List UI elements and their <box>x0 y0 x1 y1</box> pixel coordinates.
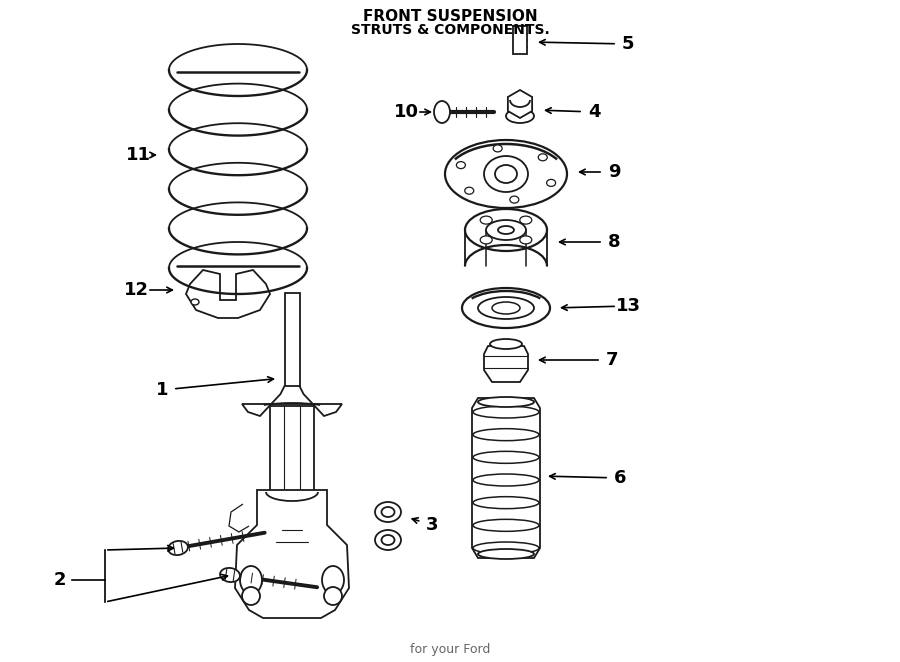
Ellipse shape <box>538 154 547 161</box>
Ellipse shape <box>495 165 517 183</box>
Ellipse shape <box>498 226 514 234</box>
Ellipse shape <box>242 587 260 605</box>
Ellipse shape <box>473 451 539 463</box>
Ellipse shape <box>191 299 199 305</box>
Text: 8: 8 <box>608 233 620 251</box>
Ellipse shape <box>506 109 534 123</box>
Text: 5: 5 <box>622 35 634 53</box>
Ellipse shape <box>478 297 534 319</box>
Ellipse shape <box>220 568 240 582</box>
Ellipse shape <box>240 566 262 594</box>
Ellipse shape <box>509 196 518 203</box>
Ellipse shape <box>520 236 532 244</box>
Text: 12: 12 <box>123 281 148 299</box>
Ellipse shape <box>520 216 532 224</box>
Ellipse shape <box>375 502 401 522</box>
Polygon shape <box>472 398 540 558</box>
Ellipse shape <box>445 140 567 208</box>
Ellipse shape <box>481 236 492 244</box>
Ellipse shape <box>546 179 555 187</box>
Ellipse shape <box>484 156 528 192</box>
Text: 2: 2 <box>54 571 67 589</box>
Ellipse shape <box>168 541 188 555</box>
Text: FRONT SUSPENSION: FRONT SUSPENSION <box>363 9 537 23</box>
Text: 3: 3 <box>426 516 438 534</box>
Ellipse shape <box>481 216 492 224</box>
Ellipse shape <box>462 288 550 328</box>
Ellipse shape <box>465 209 547 251</box>
Text: 11: 11 <box>125 146 150 164</box>
Ellipse shape <box>490 339 522 349</box>
Text: 4: 4 <box>588 103 600 121</box>
Ellipse shape <box>473 474 539 486</box>
Polygon shape <box>270 406 314 510</box>
Text: 9: 9 <box>608 163 620 181</box>
Ellipse shape <box>473 542 539 554</box>
Polygon shape <box>235 490 349 618</box>
Polygon shape <box>484 346 528 382</box>
Ellipse shape <box>493 145 502 152</box>
Ellipse shape <box>473 406 539 418</box>
Ellipse shape <box>375 530 401 550</box>
Ellipse shape <box>492 302 520 314</box>
Ellipse shape <box>324 587 342 605</box>
Text: 6: 6 <box>614 469 626 487</box>
Ellipse shape <box>473 496 539 508</box>
Ellipse shape <box>382 535 394 545</box>
Ellipse shape <box>478 549 534 559</box>
Ellipse shape <box>322 566 344 594</box>
Text: 1: 1 <box>156 381 168 399</box>
Polygon shape <box>508 90 532 118</box>
Text: 13: 13 <box>616 297 641 315</box>
Ellipse shape <box>434 101 450 123</box>
Polygon shape <box>229 504 249 532</box>
Ellipse shape <box>478 397 534 407</box>
Ellipse shape <box>456 162 465 169</box>
Text: for your Ford: for your Ford <box>410 643 490 657</box>
Ellipse shape <box>464 187 473 194</box>
Polygon shape <box>513 26 527 54</box>
Ellipse shape <box>382 507 394 517</box>
Ellipse shape <box>486 220 526 240</box>
Polygon shape <box>242 386 342 416</box>
Text: 10: 10 <box>393 103 419 121</box>
Polygon shape <box>284 293 300 388</box>
Polygon shape <box>186 270 270 318</box>
Ellipse shape <box>473 429 539 441</box>
Text: 7: 7 <box>606 351 618 369</box>
Text: STRUTS & COMPONENTS.: STRUTS & COMPONENTS. <box>351 23 549 37</box>
Ellipse shape <box>473 519 539 532</box>
